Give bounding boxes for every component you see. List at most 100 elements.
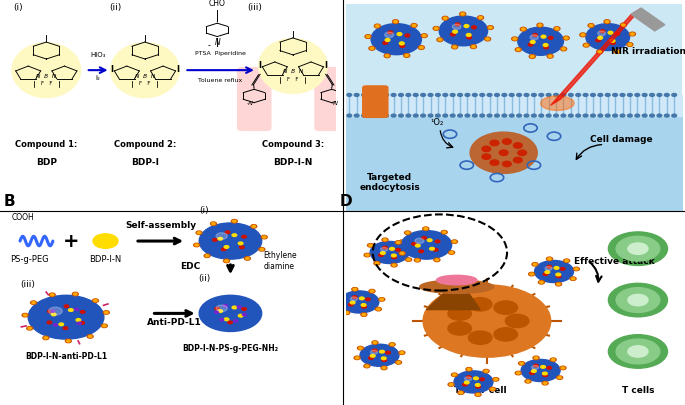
Circle shape: [460, 12, 466, 16]
Circle shape: [388, 31, 393, 34]
Circle shape: [621, 23, 627, 27]
Ellipse shape: [110, 43, 179, 98]
Circle shape: [362, 114, 366, 117]
Circle shape: [458, 114, 462, 117]
Circle shape: [64, 305, 68, 307]
Circle shape: [503, 139, 511, 144]
Polygon shape: [631, 8, 664, 31]
Circle shape: [212, 239, 217, 241]
Circle shape: [480, 114, 484, 117]
Circle shape: [360, 297, 364, 300]
Circle shape: [484, 37, 490, 41]
Circle shape: [385, 38, 390, 41]
Ellipse shape: [436, 275, 477, 285]
Circle shape: [66, 339, 71, 343]
Circle shape: [428, 94, 433, 96]
Circle shape: [608, 232, 667, 265]
Circle shape: [68, 309, 73, 311]
Circle shape: [548, 258, 551, 260]
Circle shape: [537, 23, 543, 27]
Text: +: +: [63, 232, 79, 251]
Circle shape: [51, 310, 55, 312]
Circle shape: [399, 94, 403, 96]
Circle shape: [351, 297, 358, 301]
Text: B: B: [3, 194, 15, 209]
Circle shape: [94, 300, 97, 302]
Circle shape: [373, 342, 377, 343]
FancyBboxPatch shape: [362, 85, 388, 118]
Circle shape: [532, 263, 538, 266]
Circle shape: [379, 254, 384, 256]
Text: D: D: [339, 194, 352, 209]
Circle shape: [196, 231, 202, 234]
Circle shape: [516, 49, 520, 51]
Circle shape: [459, 392, 462, 394]
Circle shape: [406, 114, 411, 117]
Circle shape: [361, 313, 367, 316]
Circle shape: [234, 320, 238, 322]
Circle shape: [469, 298, 492, 311]
Circle shape: [491, 388, 494, 390]
Circle shape: [464, 25, 469, 28]
Circle shape: [423, 285, 551, 357]
Circle shape: [583, 114, 588, 117]
Circle shape: [598, 94, 603, 96]
Circle shape: [369, 94, 374, 96]
Circle shape: [374, 262, 380, 265]
Circle shape: [549, 55, 552, 57]
Circle shape: [442, 16, 448, 20]
Circle shape: [570, 277, 576, 280]
Circle shape: [350, 301, 355, 304]
Circle shape: [561, 114, 566, 117]
Circle shape: [47, 321, 52, 324]
Circle shape: [502, 94, 507, 96]
Circle shape: [451, 240, 458, 243]
Circle shape: [542, 382, 548, 385]
Circle shape: [503, 161, 511, 166]
Circle shape: [490, 140, 499, 146]
Text: Targeted
endocytosis: Targeted endocytosis: [359, 173, 420, 192]
Circle shape: [225, 260, 228, 262]
Circle shape: [403, 53, 410, 58]
Circle shape: [362, 94, 366, 96]
Circle shape: [405, 34, 410, 37]
Circle shape: [510, 114, 514, 117]
Text: F   F: F F: [40, 81, 52, 86]
Text: I: I: [324, 61, 327, 70]
Text: BDP-I-N-anti-PD-L1: BDP-I-N-anti-PD-L1: [25, 352, 107, 361]
Circle shape: [590, 94, 595, 96]
Circle shape: [622, 24, 625, 26]
Circle shape: [88, 335, 92, 337]
Circle shape: [390, 343, 394, 345]
Circle shape: [360, 344, 399, 366]
Circle shape: [400, 45, 405, 47]
Circle shape: [532, 365, 538, 369]
Circle shape: [406, 232, 409, 234]
Circle shape: [490, 387, 495, 391]
FancyBboxPatch shape: [346, 4, 682, 211]
Circle shape: [199, 295, 262, 331]
Circle shape: [620, 94, 625, 96]
Circle shape: [399, 42, 404, 45]
Text: C: C: [339, 0, 350, 2]
Circle shape: [252, 225, 256, 227]
Circle shape: [483, 369, 489, 373]
Circle shape: [195, 244, 198, 246]
Circle shape: [22, 313, 28, 317]
Circle shape: [32, 302, 35, 304]
Circle shape: [543, 44, 548, 47]
Circle shape: [664, 94, 669, 96]
Circle shape: [643, 94, 647, 96]
Circle shape: [394, 21, 397, 23]
Circle shape: [238, 242, 243, 245]
Circle shape: [613, 114, 617, 117]
Circle shape: [514, 143, 522, 148]
Circle shape: [365, 365, 369, 367]
Circle shape: [600, 30, 605, 33]
Circle shape: [396, 249, 401, 251]
Circle shape: [420, 47, 423, 49]
Circle shape: [384, 54, 390, 58]
Circle shape: [531, 55, 534, 58]
Circle shape: [631, 33, 634, 35]
Circle shape: [259, 247, 265, 251]
